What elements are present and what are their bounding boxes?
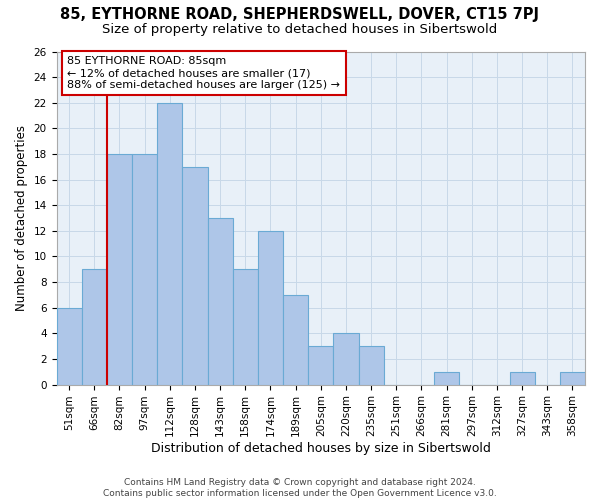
Bar	[509, 372, 535, 384]
Bar	[283, 295, 308, 384]
Text: 85 EYTHORNE ROAD: 85sqm
← 12% of detached houses are smaller (17)
88% of semi-de: 85 EYTHORNE ROAD: 85sqm ← 12% of detache…	[67, 56, 340, 90]
Bar	[233, 270, 258, 384]
Bar	[560, 372, 585, 384]
Bar	[107, 154, 132, 384]
Bar	[308, 346, 334, 385]
Bar	[434, 372, 459, 384]
Bar	[157, 102, 182, 384]
Bar	[334, 334, 359, 384]
Bar	[258, 231, 283, 384]
X-axis label: Distribution of detached houses by size in Sibertswold: Distribution of detached houses by size …	[151, 442, 491, 455]
Bar	[132, 154, 157, 384]
Text: Contains HM Land Registry data © Crown copyright and database right 2024.
Contai: Contains HM Land Registry data © Crown c…	[103, 478, 497, 498]
Bar	[182, 167, 208, 384]
Bar	[208, 218, 233, 384]
Bar	[359, 346, 383, 385]
Text: Size of property relative to detached houses in Sibertswold: Size of property relative to detached ho…	[103, 22, 497, 36]
Y-axis label: Number of detached properties: Number of detached properties	[15, 125, 28, 311]
Text: 85, EYTHORNE ROAD, SHEPHERDSWELL, DOVER, CT15 7PJ: 85, EYTHORNE ROAD, SHEPHERDSWELL, DOVER,…	[61, 8, 539, 22]
Bar	[56, 308, 82, 384]
Bar	[82, 270, 107, 384]
